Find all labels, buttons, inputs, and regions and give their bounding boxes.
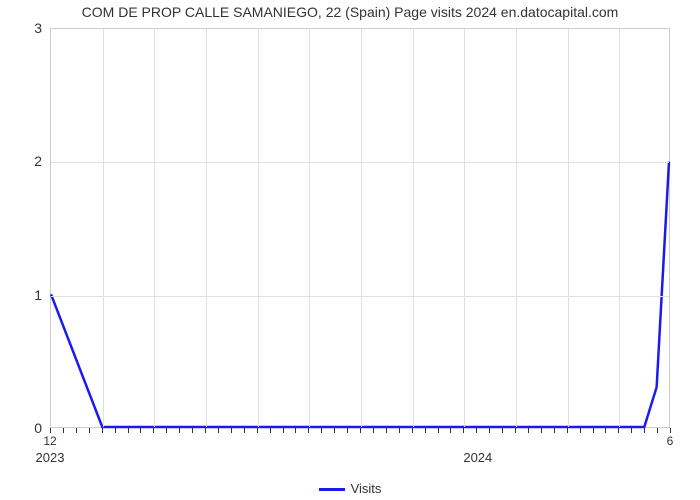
minor-tick (463, 428, 464, 433)
minor-tick (386, 428, 387, 433)
series-line (51, 162, 669, 427)
minor-tick (128, 428, 129, 433)
ytick-label: 0 (0, 420, 42, 436)
minor-tick (489, 428, 490, 433)
legend-label: Visits (351, 481, 382, 496)
minor-tick (425, 428, 426, 433)
legend-swatch (319, 488, 345, 491)
minor-tick (593, 428, 594, 433)
plot-area (50, 28, 670, 428)
chart-title: COM DE PROP CALLE SAMANIEGO, 22 (Spain) … (0, 4, 700, 20)
minor-tick (515, 428, 516, 433)
minor-tick (502, 428, 503, 433)
vgrid-line (206, 29, 207, 427)
minor-tick (257, 428, 258, 433)
ytick-label: 2 (0, 153, 42, 169)
vgrid-line (413, 29, 414, 427)
minor-tick (618, 428, 619, 433)
minor-tick (476, 428, 477, 433)
minor-tick (192, 428, 193, 433)
minor-tick (567, 428, 568, 433)
vgrid-line (103, 29, 104, 427)
ytick-label: 1 (0, 287, 42, 303)
minor-tick (438, 428, 439, 433)
minor-tick (89, 428, 90, 433)
minor-tick (347, 428, 348, 433)
minor-tick (605, 428, 606, 433)
hgrid-line (51, 162, 669, 163)
minor-tick (580, 428, 581, 433)
minor-tick (670, 428, 671, 433)
minor-tick (244, 428, 245, 433)
legend: Visits (0, 481, 700, 496)
minor-tick (179, 428, 180, 433)
minor-tick (270, 428, 271, 433)
xtick-minor-label: 6 (667, 434, 674, 448)
minor-tick (450, 428, 451, 433)
minor-tick (166, 428, 167, 433)
minor-tick (102, 428, 103, 433)
vgrid-line (464, 29, 465, 427)
minor-tick (554, 428, 555, 433)
minor-tick (657, 428, 658, 433)
minor-tick (360, 428, 361, 433)
minor-tick (373, 428, 374, 433)
minor-tick (412, 428, 413, 433)
vgrid-line (154, 29, 155, 427)
vgrid-line (568, 29, 569, 427)
minor-tick (115, 428, 116, 433)
minor-tick (321, 428, 322, 433)
vgrid-line (361, 29, 362, 427)
vgrid-line (258, 29, 259, 427)
minor-tick (334, 428, 335, 433)
minor-tick (528, 428, 529, 433)
ytick-label: 3 (0, 20, 42, 36)
minor-tick (295, 428, 296, 433)
minor-tick (644, 428, 645, 433)
xtick-major-label: 2024 (463, 450, 492, 465)
minor-tick (399, 428, 400, 433)
vgrid-line (309, 29, 310, 427)
minor-tick (283, 428, 284, 433)
xtick-major-label: 2023 (36, 450, 65, 465)
vgrid-line (619, 29, 620, 427)
minor-tick (153, 428, 154, 433)
chart-container: COM DE PROP CALLE SAMANIEGO, 22 (Spain) … (0, 0, 700, 500)
hgrid-line (51, 296, 669, 297)
minor-tick (308, 428, 309, 433)
minor-tick (631, 428, 632, 433)
minor-tick (218, 428, 219, 433)
minor-tick (205, 428, 206, 433)
minor-tick (76, 428, 77, 433)
minor-tick (231, 428, 232, 433)
minor-tick (140, 428, 141, 433)
minor-tick (50, 428, 51, 433)
minor-tick (541, 428, 542, 433)
xtick-minor-label: 12 (43, 434, 56, 448)
line-layer (51, 29, 669, 427)
vgrid-line (516, 29, 517, 427)
minor-tick (63, 428, 64, 433)
